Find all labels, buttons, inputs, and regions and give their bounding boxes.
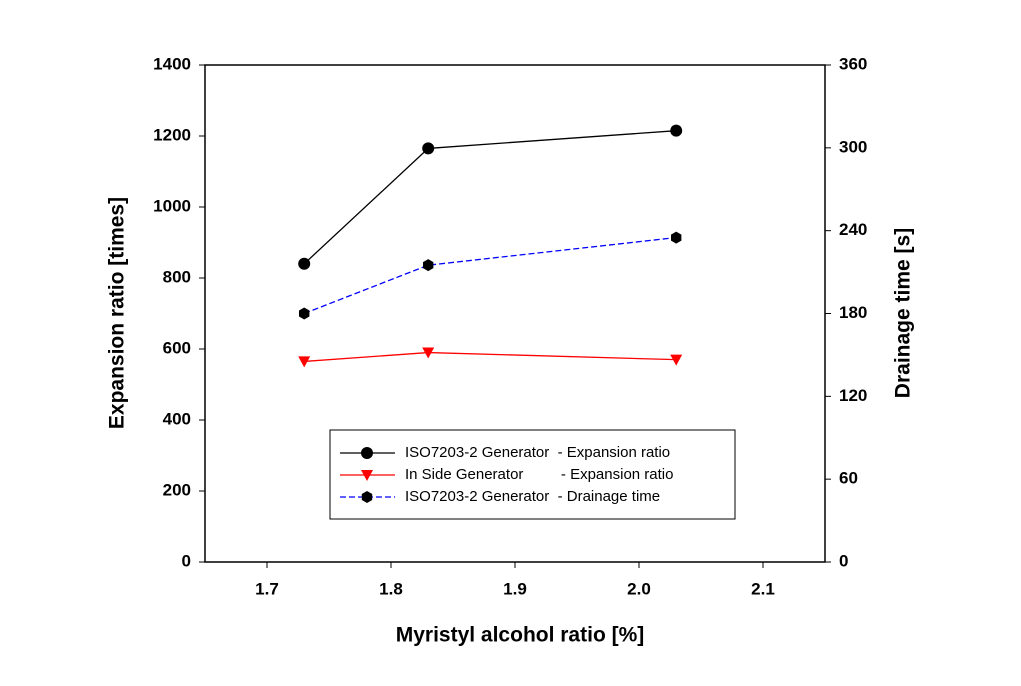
y-tick-label: 1200 xyxy=(153,125,191,144)
point xyxy=(422,347,435,359)
x-tick-label: 2.0 xyxy=(627,579,651,598)
point xyxy=(670,354,683,366)
point xyxy=(298,257,311,270)
legend-label: ISO7203-2 Generator - Drainage time xyxy=(405,488,660,505)
legend-label: In Side Generator - Expansion ratio xyxy=(405,466,673,483)
y2-tick-label: 0 xyxy=(839,551,848,570)
point xyxy=(299,307,310,320)
y-tick-label: 800 xyxy=(163,267,191,286)
point xyxy=(423,259,434,272)
legend-marker xyxy=(361,470,373,481)
y-tick-label: 1400 xyxy=(153,54,191,73)
y2-tick-label: 300 xyxy=(839,137,867,156)
y2-tick-label: 360 xyxy=(839,54,867,73)
legend-marker xyxy=(361,447,373,459)
y-tick-label: 400 xyxy=(163,409,191,428)
series-line xyxy=(304,351,677,363)
y2-tick-label: 120 xyxy=(839,386,867,405)
y2-tick-label: 180 xyxy=(839,303,867,322)
legend-box xyxy=(329,429,736,520)
x-tick-label: 2.1 xyxy=(751,579,775,598)
x-tick-label: 1.7 xyxy=(255,579,279,598)
point xyxy=(671,231,682,244)
legend-marker xyxy=(361,491,373,503)
y-tick-label: 1000 xyxy=(153,196,191,215)
y2-tick-label: 240 xyxy=(839,220,867,239)
y-tick-label: 200 xyxy=(163,480,191,499)
x-tick-label: 1.8 xyxy=(379,579,403,598)
series-line xyxy=(303,236,677,315)
y-tick-label: 0 xyxy=(182,551,191,570)
y2-tick-label: 60 xyxy=(839,469,858,488)
point xyxy=(422,142,435,155)
y-axis-label: Expansion ratio [times] xyxy=(106,197,129,429)
x-tick-label: 1.9 xyxy=(503,579,527,598)
legend-label: ISO7203-2 Generator - Expansion ratio xyxy=(405,444,670,461)
point xyxy=(670,124,683,137)
y-tick-label: 600 xyxy=(163,338,191,357)
x-axis-label: Myristyl alcohol ratio [%] xyxy=(396,624,645,647)
y2-axis-label: Drainage time [s] xyxy=(892,228,915,398)
point xyxy=(298,356,311,368)
